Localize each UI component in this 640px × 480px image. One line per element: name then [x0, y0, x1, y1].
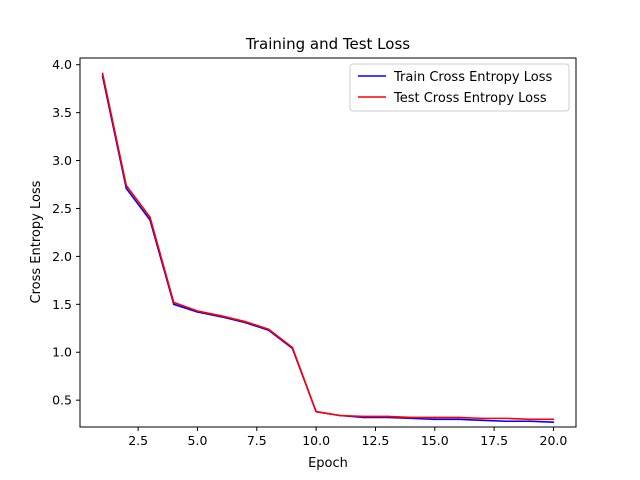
y-axis-label: Cross Entropy Loss — [29, 180, 44, 303]
data-point-s1-7 — [267, 328, 270, 331]
x-tick-label-6: 17.5 — [480, 433, 508, 448]
y-tick-label-6: 3.5 — [52, 105, 72, 120]
data-point-s1-14 — [433, 416, 436, 419]
data-point-s1-11 — [362, 415, 365, 418]
y-tick-label-3: 2.0 — [52, 249, 72, 264]
y-tick-label-7: 4.0 — [52, 57, 72, 72]
x-tick-label-4: 12.5 — [362, 433, 390, 448]
data-point-s0-15 — [457, 418, 460, 421]
data-point-s1-16 — [481, 417, 484, 420]
data-point-s1-15 — [457, 416, 460, 419]
x-tick-label-2: 7.5 — [247, 433, 267, 448]
x-tick-label-0: 2.5 — [128, 433, 148, 448]
legend: Train Cross Entropy Loss Test Cross Entro… — [349, 63, 570, 112]
data-point-s1-8 — [291, 346, 294, 349]
legend-label-0: Train Cross Entropy Loss — [393, 70, 552, 85]
x-tick-label-3: 10.0 — [302, 433, 330, 448]
data-point-s1-17 — [505, 417, 507, 420]
legend-box — [349, 63, 570, 112]
data-point-s1-18 — [528, 418, 531, 421]
x-tick-label-7: 20.0 — [540, 433, 568, 448]
y-tick-label-2: 1.5 — [52, 297, 72, 312]
y-tick-label-5: 3.0 — [52, 153, 72, 168]
legend-label-1: Test Cross Entropy Loss — [393, 91, 547, 106]
chart-title: Training and Test Loss — [245, 35, 410, 53]
data-point-s0-19 — [552, 421, 555, 424]
y-tick-label-4: 2.5 — [52, 201, 72, 216]
data-point-s1-10 — [339, 414, 341, 417]
series-line-1 — [101, 73, 554, 421]
data-point-s1-5 — [220, 315, 223, 317]
data-point-s0-18 — [528, 420, 531, 423]
data-point-s1-19 — [552, 418, 555, 421]
y-tick-label-1: 1.0 — [52, 345, 72, 360]
data-point-s1-1 — [125, 184, 128, 187]
data-point-s1-6 — [244, 320, 246, 323]
data-point-s1-4 — [196, 310, 199, 312]
data-point-s0-1 — [125, 187, 128, 190]
data-point-s1-13 — [410, 416, 412, 419]
plot-area — [101, 72, 555, 424]
data-point-s1-2 — [149, 216, 151, 218]
plot-frame — [79, 57, 577, 428]
x-tick-label-5: 15.0 — [421, 433, 449, 448]
data-point-s0-17 — [505, 420, 507, 423]
data-point-s1-12 — [386, 415, 389, 418]
data-point-s1-9 — [315, 410, 317, 413]
axes: 2.5 5.0 7.5 10.0 12.5 15.0 17.5 20.0 0.5 1.0 1.5 2.… — [52, 57, 577, 448]
x-axis-label: Epoch — [308, 456, 348, 471]
data-point-s1-3 — [172, 301, 175, 304]
data-point-s0-14 — [433, 418, 436, 421]
data-point-s0-3 — [172, 303, 175, 306]
data-point-s0-16 — [481, 419, 484, 422]
data-point-s1-0 — [101, 72, 104, 75]
y-tick-label-0: 0.5 — [52, 393, 72, 408]
x-tick-label-1: 5.0 — [188, 433, 208, 448]
